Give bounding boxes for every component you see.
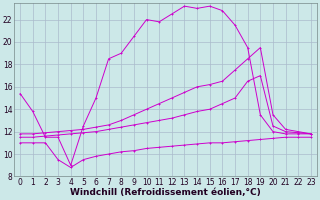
X-axis label: Windchill (Refroidissement éolien,°C): Windchill (Refroidissement éolien,°C) [70, 188, 261, 197]
